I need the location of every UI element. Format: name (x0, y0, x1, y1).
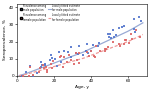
Point (107, 33, 109, 34)
Point (86, 51, 89, 53)
Point (108, 36, 110, 38)
Point (92, 44, 95, 46)
Point (97, 45, 99, 46)
Point (29, 66, 31, 68)
Point (66, 61, 69, 63)
Point (25, 71, 27, 73)
Point (112, 36, 115, 37)
Point (112, 29, 114, 30)
Point (139, 36, 141, 38)
Point (72, 63, 75, 65)
Point (135, 29, 137, 31)
Point (56, 66, 58, 67)
Point (90, 51, 92, 52)
Point (78, 52, 80, 53)
Point (94, 56, 96, 57)
Point (76, 59, 79, 61)
Point (104, 51, 106, 52)
Point (75, 53, 78, 54)
Point (134, 31, 136, 33)
Point (122, 26, 125, 27)
Point (140, 21, 143, 22)
Point (123, 44, 125, 45)
Point (131, 38, 134, 39)
Point (104, 49, 106, 50)
Point (129, 33, 132, 35)
X-axis label: Age, y: Age, y (75, 85, 89, 89)
Point (51, 58, 53, 59)
Point (109, 33, 111, 35)
Point (39, 67, 41, 68)
Point (41, 64, 43, 65)
Point (46, 70, 48, 71)
Point (59, 56, 61, 58)
Point (28, 75, 30, 77)
Point (117, 28, 120, 29)
Point (111, 41, 114, 43)
Point (44, 67, 47, 68)
Point (99, 50, 101, 52)
Point (127, 43, 130, 44)
Legend: Prevalence among
male population, Prevalence among
female population, Locally fi: Prevalence among male population, Preval… (19, 3, 80, 22)
Point (21, 75, 23, 77)
Point (40, 66, 42, 67)
Point (40, 61, 42, 63)
Point (95, 45, 98, 47)
Point (120, 26, 123, 28)
Point (86, 43, 88, 45)
Point (32, 75, 35, 77)
Point (68, 54, 70, 55)
Point (49, 59, 51, 61)
Point (98, 42, 100, 43)
Point (60, 55, 62, 57)
Point (44, 64, 47, 66)
Point (78, 62, 80, 64)
Point (84, 50, 87, 52)
Point (87, 56, 90, 57)
Point (78, 45, 80, 47)
Point (119, 45, 122, 47)
Point (50, 54, 52, 55)
Point (54, 58, 56, 59)
Point (28, 65, 31, 67)
Point (43, 68, 45, 69)
Point (38, 72, 40, 73)
Point (51, 67, 53, 68)
Point (77, 54, 80, 55)
Point (46, 71, 48, 72)
Point (50, 63, 52, 64)
Point (90, 51, 92, 52)
Y-axis label: Seroprevalence, %: Seroprevalence, % (3, 19, 8, 60)
Point (61, 67, 64, 68)
Point (67, 51, 70, 53)
Point (63, 56, 65, 58)
Point (36, 72, 38, 74)
Point (32, 74, 34, 76)
Point (105, 49, 107, 50)
Point (21, 75, 24, 77)
Point (59, 61, 62, 63)
Point (115, 34, 117, 35)
Point (93, 55, 96, 57)
Point (58, 51, 60, 52)
Point (69, 56, 72, 58)
Point (63, 51, 65, 52)
Point (123, 39, 126, 41)
Point (118, 43, 120, 45)
Point (85, 51, 87, 52)
Point (52, 60, 55, 62)
Point (70, 59, 73, 60)
Point (124, 39, 127, 40)
Point (132, 18, 135, 20)
Point (87, 52, 89, 54)
Point (109, 37, 112, 38)
Point (70, 46, 72, 48)
Point (133, 28, 135, 29)
Point (42, 64, 44, 65)
Point (75, 52, 78, 54)
Point (138, 16, 140, 18)
Point (43, 63, 46, 64)
Point (82, 54, 84, 56)
Point (107, 47, 109, 48)
